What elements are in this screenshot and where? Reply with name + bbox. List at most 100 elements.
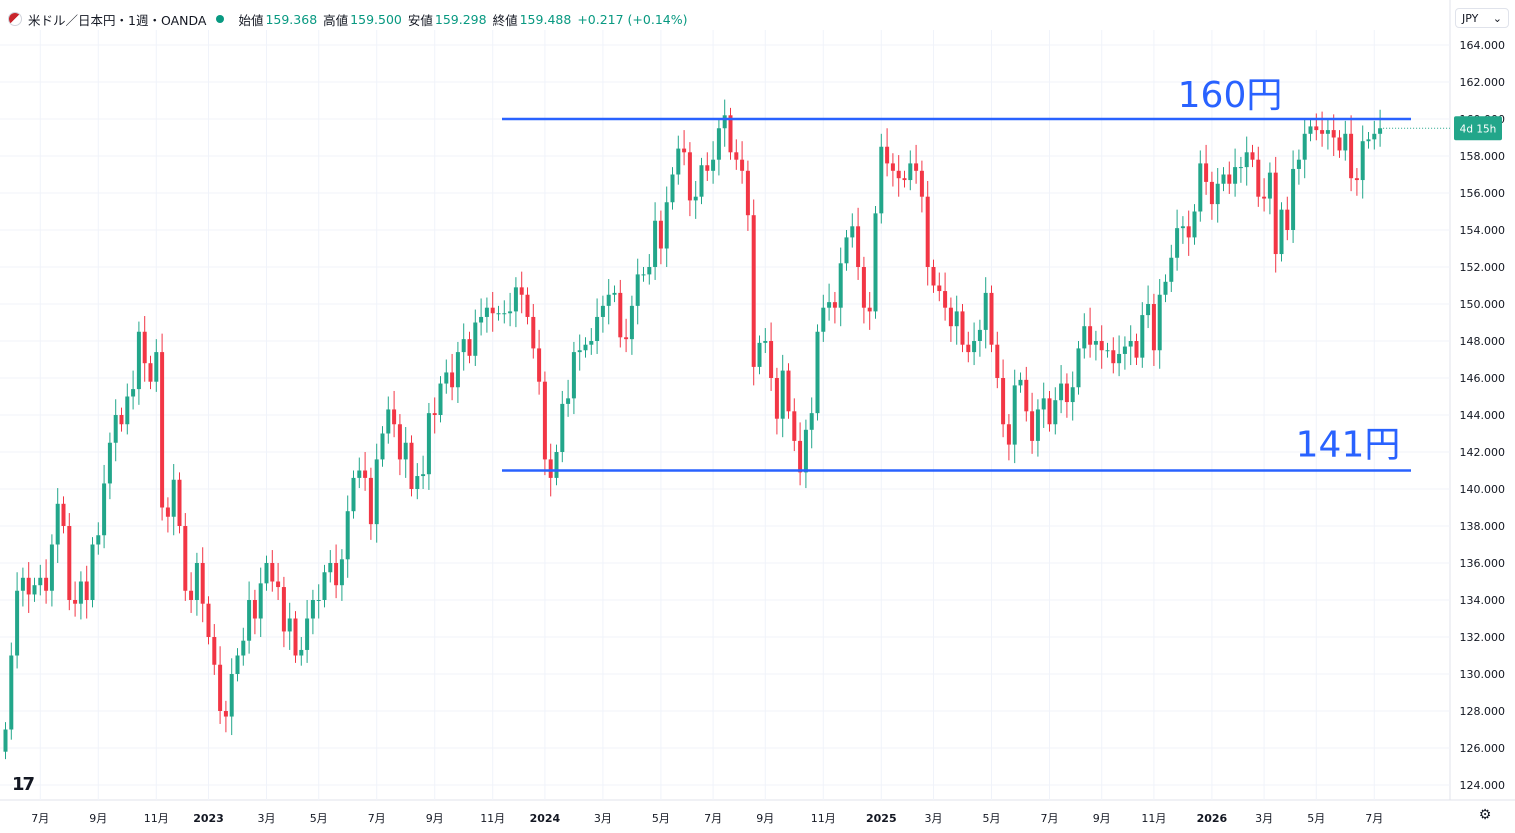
candle-body <box>722 115 727 129</box>
symbol-title[interactable]: 米ドル／日本円・1週・OANDA <box>28 12 207 28</box>
candle-body <box>20 577 25 591</box>
candle-body <box>473 322 478 356</box>
candle-body <box>716 128 721 160</box>
candle-body <box>322 572 327 600</box>
candle-body <box>287 618 292 632</box>
x-tick-label: 5月 <box>652 812 670 825</box>
candle-body <box>1088 326 1093 345</box>
y-tick-label: 154.000 <box>1460 224 1506 237</box>
candle-body <box>490 307 495 314</box>
candle-body <box>745 170 750 216</box>
candle-body <box>751 215 756 367</box>
candle-body <box>995 344 1000 378</box>
candle-body <box>548 459 553 478</box>
candle-body <box>757 342 762 367</box>
candle-body <box>258 583 263 619</box>
candle-body <box>305 618 310 650</box>
annotation-141: 141円 <box>1296 425 1401 466</box>
candle-body <box>84 581 89 600</box>
candle-body <box>1337 137 1342 151</box>
candle-body <box>148 363 153 382</box>
candle-body <box>229 674 234 717</box>
candle-body <box>513 287 518 312</box>
candle-body <box>1041 398 1046 410</box>
candle-body <box>1030 411 1035 441</box>
candle-body <box>96 535 101 545</box>
candle-body <box>1366 139 1371 142</box>
settings-icon[interactable]: ⚙ <box>1478 807 1492 823</box>
candle-body <box>1169 257 1174 282</box>
tradingview-logo[interactable]: 17 <box>12 774 35 795</box>
candle-body <box>467 339 472 356</box>
candle-body <box>328 563 333 573</box>
candle-body <box>653 220 658 267</box>
candle-body <box>641 274 646 276</box>
candle-body <box>734 152 739 160</box>
candle-body <box>1146 304 1151 316</box>
candle-body <box>774 378 779 419</box>
candle-body <box>484 307 489 317</box>
candle-body <box>1012 385 1017 445</box>
candle-body <box>937 285 942 292</box>
candlestick-series <box>3 99 1383 760</box>
candle-body <box>571 352 576 399</box>
chevron-down-icon: ⌄ <box>1492 11 1502 25</box>
x-tick-label: 7月 <box>368 812 386 825</box>
candle-body <box>606 294 611 306</box>
candle-body <box>136 331 141 390</box>
candle-body <box>461 339 466 353</box>
candle-body <box>1279 209 1284 255</box>
candle-body <box>113 415 118 443</box>
high-value: 159.500 <box>350 11 402 27</box>
candle-body <box>699 165 704 197</box>
candle-body <box>421 474 426 477</box>
candle-body <box>426 413 431 475</box>
candle-body <box>508 311 513 314</box>
candle-body <box>450 372 455 388</box>
candle-body <box>577 350 582 353</box>
candle-body <box>1296 159 1301 169</box>
candle-body <box>600 305 605 317</box>
candle-body <box>856 226 861 267</box>
candle-body <box>212 637 217 665</box>
candle-body <box>728 115 733 153</box>
currency-selector[interactable]: JPY ⌄ <box>1455 8 1509 28</box>
candle-body <box>386 409 391 434</box>
x-tick-label: 3月 <box>594 812 612 825</box>
candle-body <box>786 370 791 412</box>
x-tick-label: 7月 <box>704 812 722 825</box>
candle-body <box>664 202 669 249</box>
candle-body <box>914 163 919 171</box>
x-tick-label: 9月 <box>756 812 774 825</box>
candle-body <box>1227 174 1232 184</box>
y-tick-label: 140.000 <box>1460 483 1506 496</box>
candle-body <box>1151 304 1156 351</box>
candle-body <box>943 291 948 308</box>
candle-body <box>832 302 837 308</box>
candle-body <box>977 329 982 341</box>
candle-body <box>821 307 826 332</box>
candle-body <box>1360 141 1365 181</box>
candle-body <box>1111 350 1116 364</box>
candle-body <box>1128 341 1133 347</box>
candle-body <box>316 600 321 601</box>
candle-body <box>73 600 78 604</box>
candle-body <box>270 563 275 582</box>
high-label: 高値 <box>323 12 349 28</box>
x-tick-label: 3月 <box>258 812 276 825</box>
candle-body <box>537 348 542 382</box>
candle-body <box>363 470 368 478</box>
candle-body <box>479 316 484 323</box>
candle-body <box>1233 167 1238 184</box>
candle-body <box>885 146 890 164</box>
candle-body <box>711 159 716 171</box>
candle-body <box>299 649 304 656</box>
candle-body <box>1215 183 1220 205</box>
candle-body <box>948 307 953 327</box>
candle-body <box>827 302 832 308</box>
candle-body <box>676 148 681 175</box>
candle-body <box>519 287 524 295</box>
candle-body <box>131 389 136 397</box>
candle-body <box>902 178 907 181</box>
